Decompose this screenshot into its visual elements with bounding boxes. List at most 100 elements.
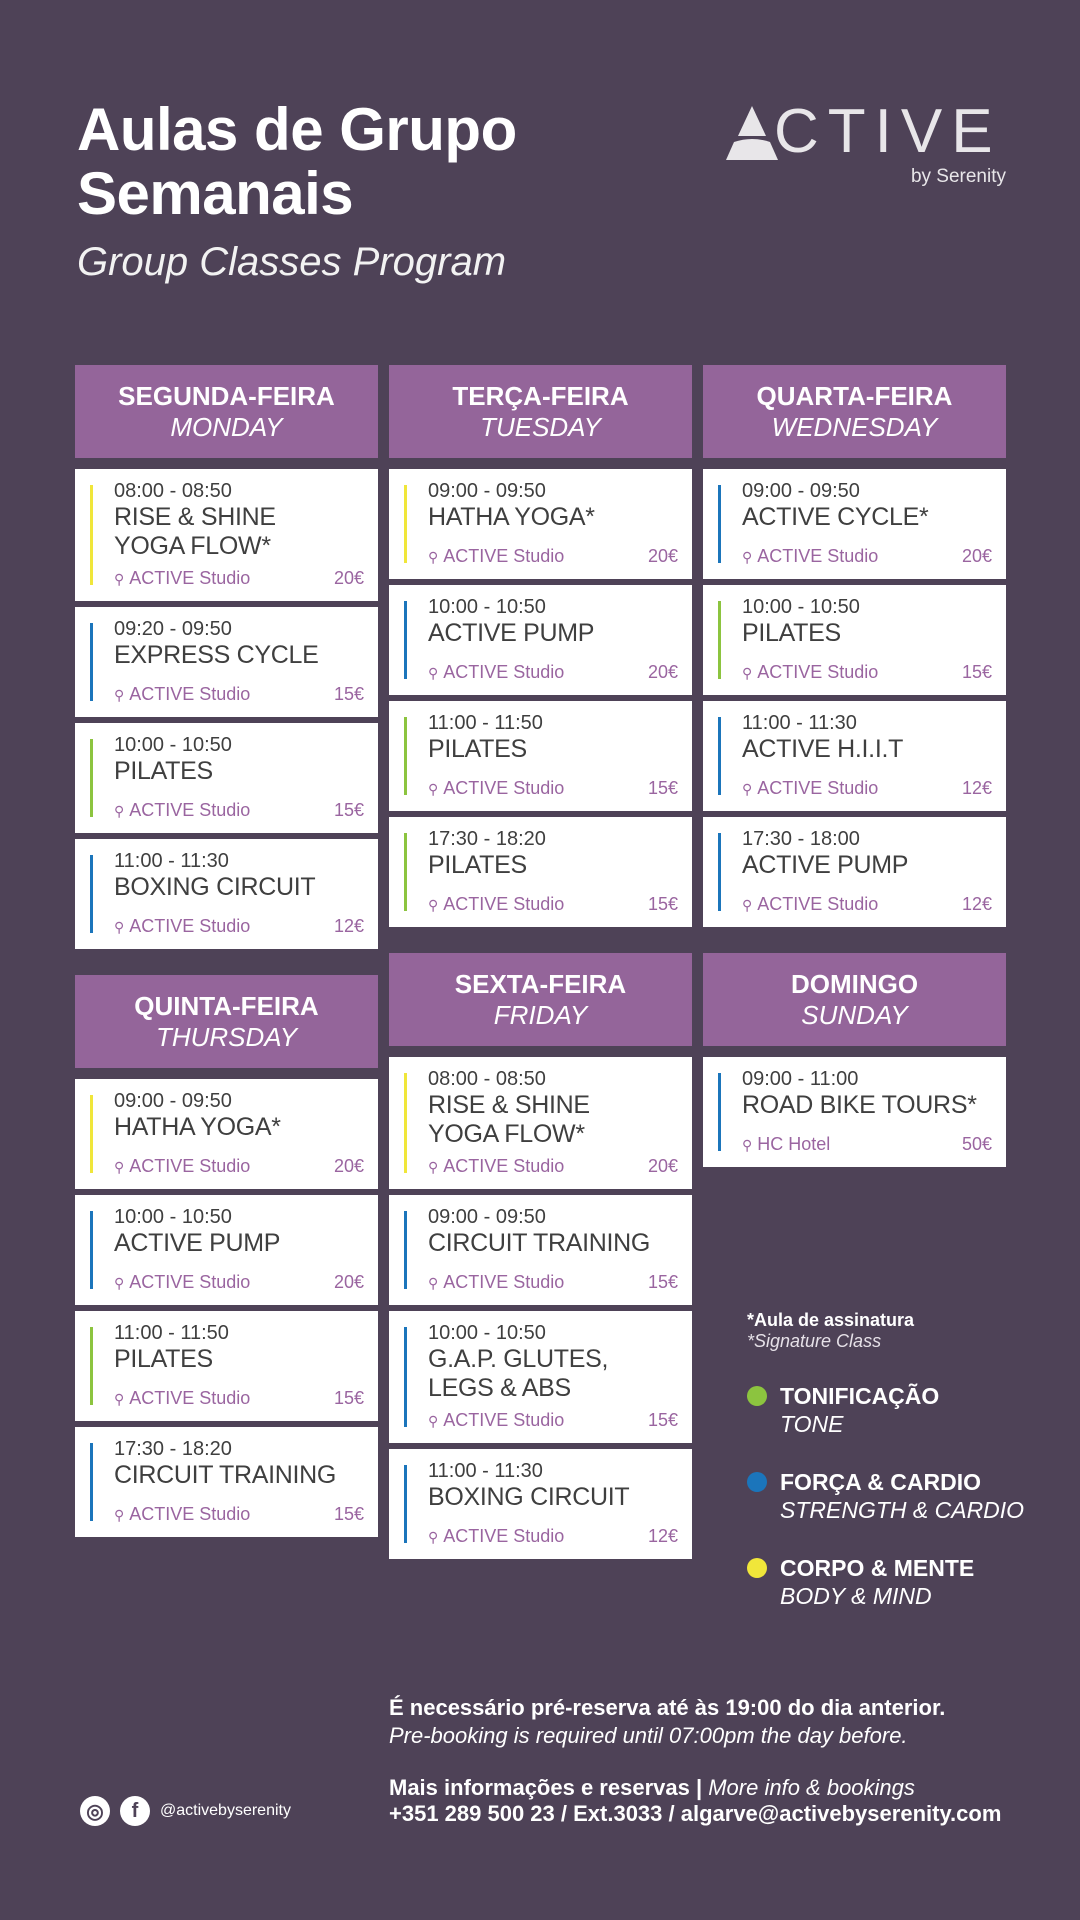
class-location-name: ACTIVE Studio xyxy=(129,916,251,936)
class-location: ⚲ ACTIVE Studio xyxy=(114,1156,250,1177)
class-location: ⚲ ACTIVE Studio xyxy=(428,1272,564,1293)
class-card[interactable]: 10:00 - 10:50 ACTIVE PUMP ⚲ ACTIVE Studio 20… xyxy=(75,1195,378,1305)
class-location: ⚲ ACTIVE Studio xyxy=(114,568,250,589)
class-price: 15€ xyxy=(647,1272,678,1292)
category-color-bar xyxy=(404,601,407,679)
class-time: 08:00 - 08:50 xyxy=(428,1068,546,1090)
class-title: CIRCUIT TRAINING xyxy=(428,1229,651,1257)
class-time: 17:30 - 18:00 xyxy=(742,828,860,850)
class-card[interactable]: 11:00 - 11:50 PILATES ⚲ ACTIVE Studio 15€ xyxy=(75,1311,378,1421)
class-card[interactable]: 10:00 - 10:50 PILATES ⚲ ACTIVE Studio 15€ xyxy=(75,723,378,833)
legend-dot-icon xyxy=(747,1558,767,1578)
class-location-name: ACTIVE Studio xyxy=(443,1526,565,1546)
class-card[interactable]: 17:30 - 18:20 CIRCUIT TRAINING ⚲ ACTIVE Stu… xyxy=(75,1427,378,1537)
legend-label-en: BODY & MIND xyxy=(780,1583,932,1609)
category-color-bar xyxy=(90,855,93,933)
class-title: ACTIVE PUMP xyxy=(742,851,909,879)
category-color-bar xyxy=(404,1327,407,1427)
location-pin-icon: ⚲ xyxy=(114,1391,125,1407)
class-location-row: ⚲ ACTIVE Studio 15€ xyxy=(428,778,678,799)
page-title: Aulas de Grupo Semanais xyxy=(77,98,517,226)
day-column-sunday: DOMINGO SUNDAY 09:00 - 11:00 ROAD BIKE TOUR… xyxy=(703,953,1006,1167)
class-card[interactable]: 10:00 - 10:50 PILATES ⚲ ACTIVE Studio 15€ xyxy=(703,585,1006,695)
category-color-bar xyxy=(718,1073,721,1151)
class-card[interactable]: 17:30 - 18:20 PILATES ⚲ ACTIVE Studio 15€ xyxy=(389,817,692,927)
day-header: DOMINGO SUNDAY xyxy=(703,953,1006,1046)
class-card[interactable]: 09:00 - 09:50 ACTIVE CYCLE* ⚲ ACTIVE Studio… xyxy=(703,469,1006,579)
logo-wordmark: CTIVE xyxy=(774,97,1002,166)
class-location-row: ⚲ ACTIVE Studio 15€ xyxy=(428,894,678,915)
location-pin-icon: ⚲ xyxy=(114,687,125,703)
category-color-bar xyxy=(404,1073,407,1173)
day-name-en: TUESDAY xyxy=(480,412,601,442)
location-pin-icon: ⚲ xyxy=(428,781,439,797)
class-time: 11:00 - 11:30 xyxy=(114,850,229,872)
class-location-name: ACTIVE Studio xyxy=(757,546,879,566)
legend-item: TONIFICAÇÃO TONE xyxy=(747,1382,1047,1438)
signature-note-en: *Signature Class xyxy=(747,1331,882,1351)
class-title: PILATES xyxy=(428,735,527,763)
class-price: 20€ xyxy=(333,1272,364,1292)
class-time: 10:00 - 10:50 xyxy=(428,596,546,618)
class-price: 15€ xyxy=(647,1410,678,1430)
class-location-name: ACTIVE Studio xyxy=(129,1156,251,1176)
class-card[interactable]: 11:00 - 11:30 ACTIVE H.I.I.T ⚲ ACTIVE Studi… xyxy=(703,701,1006,811)
class-card[interactable]: 09:00 - 09:50 HATHA YOGA* ⚲ ACTIVE Studio 20… xyxy=(389,469,692,579)
contact-info[interactable]: +351 289 500 23 / Ext.3033 / algarve@act… xyxy=(389,1801,1002,1826)
title-line-2: Semanais xyxy=(77,160,354,227)
class-card[interactable]: 08:00 - 08:50 RISE & SHINE YOGA FLOW* ⚲ ACT… xyxy=(389,1057,692,1189)
day-name-pt: DOMINGO xyxy=(790,969,919,999)
class-location-name: HC Hotel xyxy=(757,1134,831,1154)
class-card[interactable]: 09:00 - 11:00 ROAD BIKE TOURS* ⚲ HC Hotel 50… xyxy=(703,1057,1006,1167)
class-location-row: ⚲ ACTIVE Studio 20€ xyxy=(428,662,678,683)
social-handle[interactable]: @activebyserenity xyxy=(160,1802,291,1819)
legend-label-pt: TONIFICAÇÃO xyxy=(780,1383,940,1409)
class-time: 09:20 - 09:50 xyxy=(114,618,232,640)
class-location: ⚲ ACTIVE Studio xyxy=(428,546,564,567)
class-title: PILATES xyxy=(114,757,213,785)
class-list: 09:00 - 09:50 ACTIVE CYCLE* ⚲ ACTIVE Studio… xyxy=(703,469,1006,927)
class-list: 09:00 - 11:00 ROAD BIKE TOURS* ⚲ HC Hotel 50… xyxy=(703,1057,1006,1167)
class-location-name: ACTIVE Studio xyxy=(129,568,251,588)
class-card[interactable]: 09:00 - 09:50 HATHA YOGA* ⚲ ACTIVE Studio 20… xyxy=(75,1079,378,1189)
class-price: 50€ xyxy=(961,1134,992,1154)
day-name-en: MONDAY xyxy=(170,412,283,442)
class-location: ⚲ ACTIVE Studio xyxy=(114,916,250,937)
category-color-bar xyxy=(404,485,407,563)
class-location: ⚲ ACTIVE Studio xyxy=(114,684,250,705)
legend: *Aula de assinatura *Signature Class TON… xyxy=(747,1310,1047,1610)
class-time: 11:00 - 11:30 xyxy=(428,1460,543,1482)
location-pin-icon: ⚲ xyxy=(114,1275,125,1291)
class-location-name: ACTIVE Studio xyxy=(757,778,879,798)
class-price: 15€ xyxy=(333,1504,364,1524)
class-card[interactable]: 11:00 - 11:30 BOXING CIRCUIT ⚲ ACTIVE Studi… xyxy=(75,839,378,949)
day-name-en: FRIDAY xyxy=(493,1000,588,1030)
class-card[interactable]: 17:30 - 18:00 ACTIVE PUMP ⚲ ACTIVE Studio 12… xyxy=(703,817,1006,927)
class-card[interactable]: 09:00 - 09:50 CIRCUIT TRAINING ⚲ ACTIVE Stu… xyxy=(389,1195,692,1305)
info-line: Mais informações e reservas | More info … xyxy=(389,1775,1001,1801)
class-time: 09:00 - 11:00 xyxy=(742,1068,859,1090)
class-card[interactable]: 09:20 - 09:50 EXPRESS CYCLE ⚲ ACTIVE Studio… xyxy=(75,607,378,717)
class-price: 20€ xyxy=(647,662,678,682)
class-card[interactable]: 11:00 - 11:50 PILATES ⚲ ACTIVE Studio 15€ xyxy=(389,701,692,811)
booking-note-pt: É necessário pré-reserva até às 19:00 do… xyxy=(389,1695,946,1720)
day-name-pt: QUARTA-FEIRA xyxy=(756,381,953,411)
class-location-row: ⚲ ACTIVE Studio 20€ xyxy=(428,546,678,567)
class-card[interactable]: 08:00 - 08:50 RISE & SHINE YOGA FLOW* ⚲ ACT… xyxy=(75,469,378,601)
location-pin-icon: ⚲ xyxy=(742,1137,753,1153)
social-links: ◎ f @activebyserenity xyxy=(80,1796,291,1826)
footer: É necessário pré-reserva até às 19:00 do… xyxy=(389,1695,1001,1827)
title-line-1: Aulas de Grupo xyxy=(77,96,517,163)
location-pin-icon: ⚲ xyxy=(114,571,125,587)
class-card[interactable]: 10:00 - 10:50 ACTIVE PUMP ⚲ ACTIVE Studio 20… xyxy=(389,585,692,695)
class-card[interactable]: 10:00 - 10:50 G.A.P. GLUTES, LEGS & ABS ⚲ A… xyxy=(389,1311,692,1443)
category-color-bar xyxy=(718,485,721,563)
facebook-icon[interactable]: f xyxy=(120,1796,150,1826)
location-pin-icon: ⚲ xyxy=(428,897,439,913)
instagram-icon[interactable]: ◎ xyxy=(80,1796,110,1826)
class-price: 20€ xyxy=(333,568,364,588)
day-name-pt: TERÇA-FEIRA xyxy=(452,381,629,411)
class-time: 08:00 - 08:50 xyxy=(114,480,232,502)
class-card[interactable]: 11:00 - 11:30 BOXING CIRCUIT ⚲ ACTIVE Studi… xyxy=(389,1449,692,1559)
legend-label-en: STRENGTH & CARDIO xyxy=(780,1497,1025,1523)
